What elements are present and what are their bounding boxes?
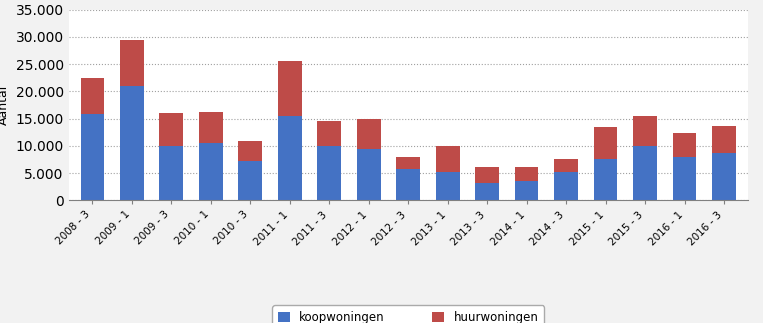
- Bar: [278, 116, 301, 200]
- Bar: [396, 157, 420, 169]
- Bar: [554, 160, 578, 172]
- Bar: [712, 126, 736, 153]
- Bar: [436, 172, 459, 200]
- Bar: [81, 114, 105, 200]
- Bar: [475, 166, 499, 183]
- Bar: [633, 116, 657, 146]
- Bar: [475, 183, 499, 200]
- Bar: [594, 160, 617, 200]
- Bar: [515, 181, 539, 200]
- Bar: [238, 141, 262, 161]
- Bar: [633, 146, 657, 200]
- Bar: [120, 40, 143, 86]
- Bar: [159, 113, 183, 146]
- Bar: [278, 61, 301, 116]
- Bar: [436, 146, 459, 172]
- Bar: [120, 86, 143, 200]
- Bar: [554, 172, 578, 200]
- Legend: koopwoningen, huurwoningen: koopwoningen, huurwoningen: [272, 305, 544, 323]
- Bar: [357, 149, 381, 200]
- Bar: [357, 119, 381, 149]
- Bar: [594, 127, 617, 160]
- Bar: [396, 169, 420, 200]
- Bar: [159, 146, 183, 200]
- Bar: [712, 153, 736, 200]
- Bar: [199, 143, 223, 200]
- Y-axis label: Aantal: Aantal: [0, 85, 10, 125]
- Bar: [673, 157, 697, 200]
- Bar: [238, 161, 262, 200]
- Bar: [199, 112, 223, 143]
- Bar: [317, 121, 341, 146]
- Bar: [515, 167, 539, 181]
- Bar: [317, 146, 341, 200]
- Bar: [81, 78, 105, 114]
- Bar: [673, 133, 697, 157]
